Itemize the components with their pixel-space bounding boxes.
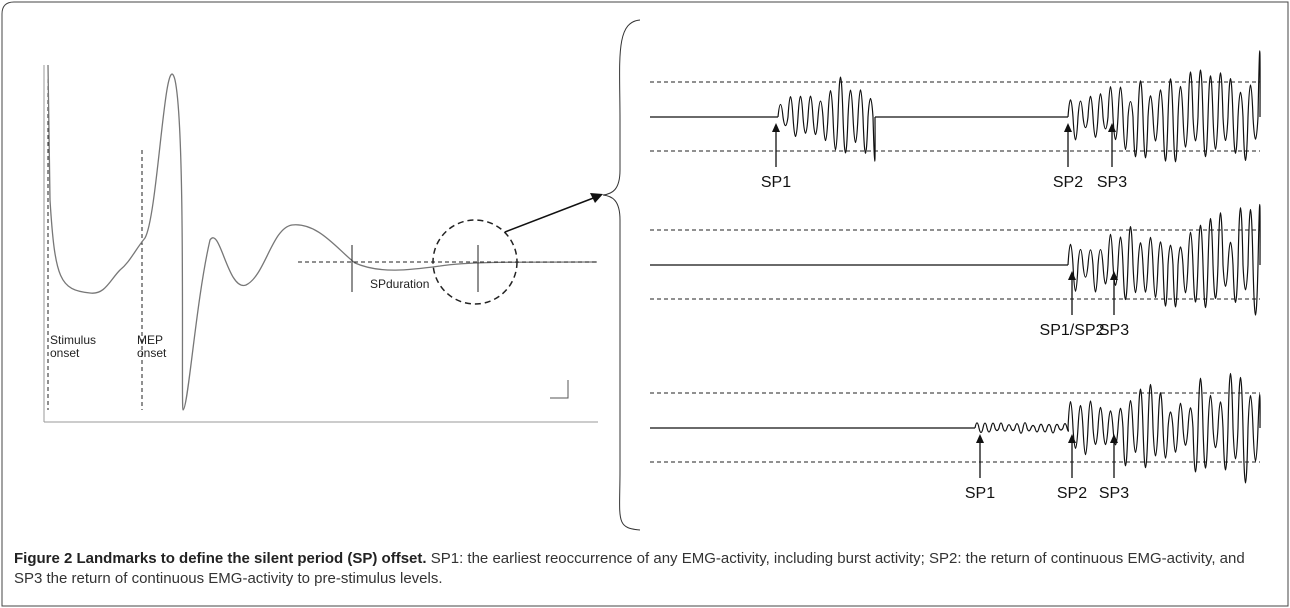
sp-label: SP3	[1096, 174, 1128, 191]
caption-title: Figure 2 Landmarks to define the silent …	[14, 550, 427, 567]
emg-burst	[1067, 50, 1261, 163]
arrow-head	[1110, 271, 1118, 280]
arrow-head	[590, 193, 603, 203]
arrow-head	[1068, 434, 1076, 443]
sp-label: SP1/SP2	[1039, 322, 1105, 339]
arrow-head	[1068, 271, 1076, 280]
arrow-head	[1064, 123, 1072, 132]
label: MEP onset	[137, 333, 167, 360]
emg-burst	[974, 422, 1069, 434]
zoom-arrow	[504, 196, 597, 233]
mep-waveform	[47, 64, 598, 411]
label: SPduration	[370, 277, 430, 291]
traces	[650, 50, 1261, 484]
arrow-head	[1108, 123, 1116, 132]
caption-text: SP1: the earliest reoccurrence of any EM…	[14, 550, 1245, 587]
zoom-circle	[432, 219, 518, 305]
emg-burst	[777, 76, 876, 162]
scale-bar	[550, 380, 569, 399]
arrow-head	[772, 123, 780, 132]
sp-label: SP1	[964, 485, 996, 502]
caption: Figure 2 Landmarks to define the silent …	[14, 549, 1276, 589]
arrow-head	[1110, 434, 1118, 443]
sp-label: SP2	[1052, 174, 1084, 191]
sp-label: SP2	[1056, 485, 1088, 502]
sp-label: SP3	[1098, 485, 1130, 502]
sp-label: SP3	[1098, 322, 1130, 339]
label: Stimulus onset	[50, 333, 97, 360]
sp-label: SP1	[760, 174, 792, 191]
emg-burst	[1067, 373, 1261, 484]
arrow-head	[976, 434, 984, 443]
emg-burst	[1067, 204, 1261, 316]
brace	[602, 19, 641, 531]
